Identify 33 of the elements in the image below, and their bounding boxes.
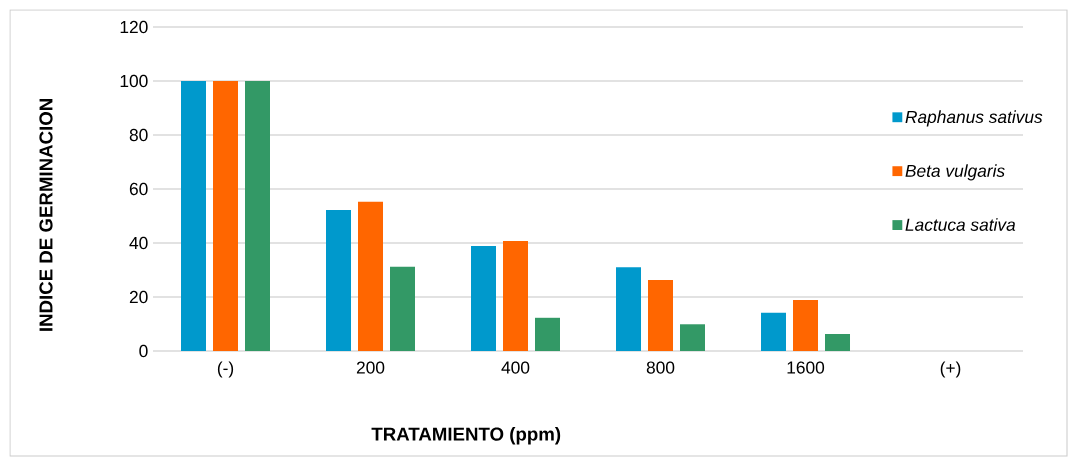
bar: [535, 317, 560, 351]
x-tick-label: 400: [501, 361, 530, 374]
x-tick-label: 200: [356, 361, 385, 374]
y-tick-label: 20: [129, 290, 148, 304]
y-tick-label: 40: [129, 236, 148, 250]
x-tick-label: 1600: [787, 361, 825, 374]
x-tick-label: (-): [217, 361, 234, 378]
bar: [761, 312, 787, 351]
bar: [680, 324, 705, 351]
bar: [245, 81, 270, 351]
bar: [825, 333, 850, 351]
bar: [471, 245, 497, 351]
y-tick-label: 100: [120, 74, 148, 88]
bar: [181, 81, 206, 351]
y-tick-label: 60: [129, 182, 148, 196]
legend-label: Lactuca sativa: [905, 218, 1016, 231]
x-axis-title: TRATAMIENTO (ppm): [371, 426, 561, 445]
bar: [358, 201, 384, 351]
bar: [648, 279, 673, 351]
x-tick-label: 800: [646, 361, 675, 374]
y-axis-title: INDICE DE GERMINACION: [39, 99, 53, 331]
legend-label: Beta vulgaris: [905, 164, 1005, 181]
bar: [503, 241, 529, 351]
bar: [213, 81, 238, 351]
bar: [616, 267, 642, 351]
y-tick-label: 80: [129, 128, 148, 142]
x-tick-label: (+): [940, 361, 961, 378]
legend-label: Raphanus sativus: [905, 110, 1043, 127]
bar: [326, 210, 351, 351]
y-tick-label: 0: [139, 344, 148, 358]
bar: [793, 299, 818, 351]
bar: [390, 266, 416, 351]
y-tick-label: 120: [120, 20, 148, 34]
